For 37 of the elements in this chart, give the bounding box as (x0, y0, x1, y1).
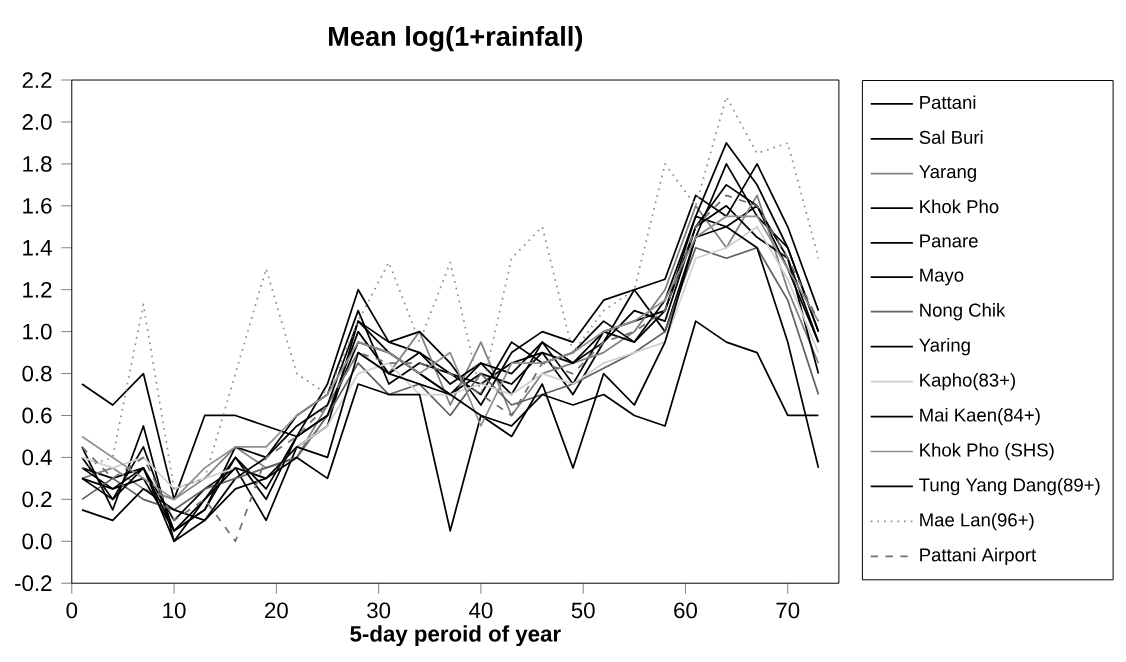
y-tick-label: 1.4 (23, 240, 52, 256)
y-tick-label: 2.2 (22, 72, 52, 88)
legend-label: Pattani (920, 95, 976, 109)
y-tick-label: 0.2 (22, 491, 52, 508)
legend-label: Yarang (919, 165, 976, 182)
y-tick-label: 0.6 (22, 407, 52, 424)
x-tick-label: 20 (265, 602, 288, 619)
y-tick-label: 1.6 (23, 197, 52, 214)
y-tick-label: 1.0 (23, 323, 52, 340)
y-tick-label: 1.2 (23, 281, 52, 298)
legend-label: Nong Chik (920, 303, 1006, 321)
legend-label: Mae Lan(96+) (920, 512, 1034, 531)
x-tick-label: 30 (367, 602, 391, 619)
x-tick-label: 40 (469, 602, 493, 619)
legend-label: Sal Buri (919, 130, 983, 144)
y-tick-label: 1.8 (23, 155, 52, 172)
y-tick-label: 2.0 (22, 114, 52, 130)
legend-label: Khok Pho (920, 199, 999, 214)
x-tick-label: 50 (571, 602, 595, 619)
x-tick-label: 0 (66, 602, 78, 619)
y-tick-label: -0.2 (15, 575, 52, 592)
legend-label: Mai Kaen(84+) (920, 407, 1040, 426)
legend-label: Khok Pho (SHS) (920, 442, 1054, 461)
y-tick-label: 0.4 (22, 449, 52, 466)
legend-label: Yaring (919, 338, 970, 356)
x-axis-title: 5-day peroid of year (350, 625, 561, 647)
legend-label: Panare (920, 234, 978, 248)
x-tick-label: 60 (674, 602, 697, 619)
legend-label: Tung Yang Dang(89+) (919, 477, 1100, 496)
x-tick-label: 10 (163, 602, 186, 619)
y-tick-label: 0.0 (22, 533, 52, 550)
legend-label: Kapho(83+) (920, 373, 1016, 391)
legend-label: Mayo (920, 268, 964, 286)
chart-title: Mean log(1+rainfall) (329, 26, 583, 52)
y-tick-label: 0.8 (22, 365, 52, 382)
legend-label: Pattani Airport (920, 547, 1037, 566)
x-tick-label: 70 (776, 602, 800, 619)
